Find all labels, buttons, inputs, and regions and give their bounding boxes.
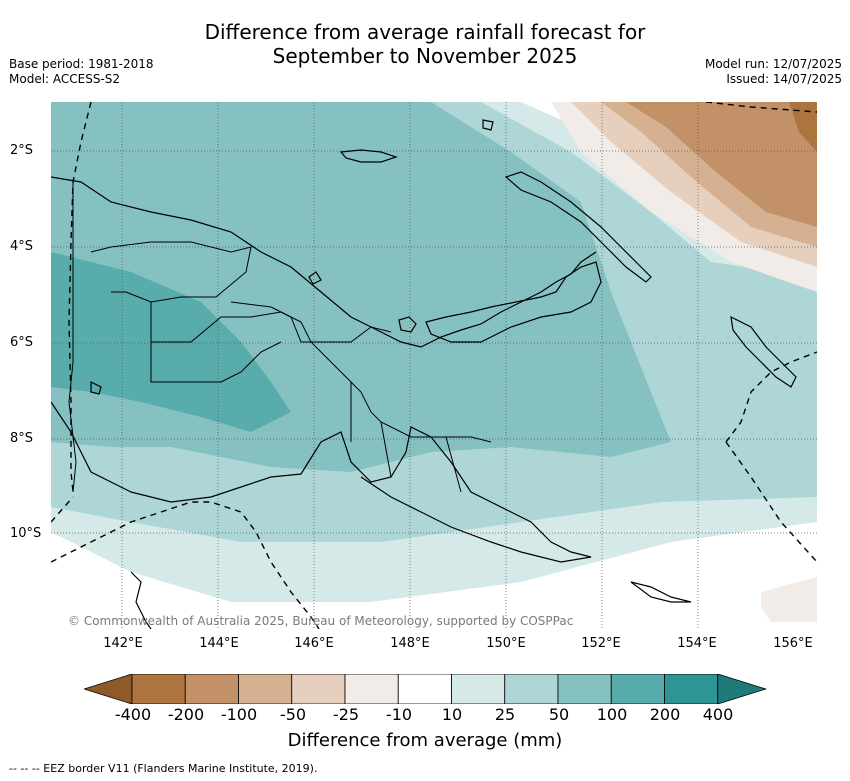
colorbar-tick: 100 [596, 705, 628, 724]
colorbar-tick: -100 [220, 705, 258, 724]
rainfall-map [51, 102, 817, 629]
colorbar-tick: -25 [332, 705, 360, 724]
coastlines [51, 119, 797, 629]
band-minus-100-200 [626, 102, 817, 227]
map-title: Difference from average rainfall forecas… [0, 20, 850, 68]
title-line-2: September to November 2025 [272, 44, 578, 68]
title-line-1: Difference from average rainfall forecas… [204, 20, 646, 44]
colorbar-cell [610, 674, 665, 704]
issued-text: Issued: 14/07/2025 [726, 72, 842, 86]
colorbar-cell [557, 674, 612, 704]
base-period-text: Base period: 1981-2018 [9, 57, 154, 71]
metadata-left: Base period: 1981-2018 Model: ACCESS-S2 [9, 57, 154, 87]
colorbar-tick: 25 [494, 705, 516, 724]
colorbar-cell [238, 674, 293, 704]
colorbar-tick: 50 [548, 705, 570, 724]
lon-label-156e: 156°E [773, 636, 813, 651]
band-minus-200-400 [789, 102, 817, 152]
colorbar-extend-high [717, 674, 768, 704]
lon-label-154e: 154°E [677, 636, 717, 651]
colorbar-cell [131, 674, 186, 704]
colorbar-extend-low [84, 674, 133, 704]
lat-label-4s: 4°S [10, 239, 34, 254]
colorbar-cell [291, 674, 346, 704]
colorbar-tick: 200 [649, 705, 681, 724]
colorbar-tick: 400 [702, 705, 734, 724]
lat-label-6s: 6°S [10, 335, 34, 350]
lon-label-152e: 152°E [581, 636, 621, 651]
lon-label-144e: 144°E [199, 636, 239, 651]
lat-label-2s: 2°S [10, 143, 34, 158]
colorbar [84, 674, 768, 704]
colorbar-tick: -50 [279, 705, 307, 724]
colorbar-cell [504, 674, 559, 704]
colorbar-cell [397, 674, 452, 704]
map-canvas [51, 102, 817, 629]
colorbar-label: Difference from average (mm) [287, 730, 563, 751]
colorbar-cell [664, 674, 719, 704]
province-borders [68, 180, 492, 493]
colorbar-tick: -200 [167, 705, 205, 724]
colorbar-tick: 10 [441, 705, 463, 724]
lon-label-146e: 146°E [294, 636, 334, 651]
model-run-text: Model run: 12/07/2025 [704, 57, 842, 71]
eez-borders [51, 102, 817, 629]
lat-label-10s: 10°S [10, 526, 42, 541]
lon-label-150e: 150°E [486, 636, 526, 651]
colorbar-tick: -10 [385, 705, 413, 724]
colorbar-cell [451, 674, 506, 704]
model-text: Model: ACCESS-S2 [9, 72, 121, 86]
colorbar-tick: -400 [114, 705, 152, 724]
colorbar-cell [344, 674, 399, 704]
lon-label-142e: 142°E [103, 636, 143, 651]
dry-patch [761, 577, 817, 622]
colorbar-cell [184, 674, 239, 704]
graticule [51, 102, 817, 629]
eez-footnote: -- -- -- EEZ border V11 (Flanders Marine… [9, 762, 318, 775]
copyright-notice: © Commonwealth of Australia 2025, Bureau… [68, 614, 574, 628]
metadata-right: Model run: 12/07/2025 Issued: 14/07/2025 [705, 57, 842, 87]
lon-label-148e: 148°E [390, 636, 430, 651]
lat-label-8s: 8°S [10, 431, 34, 446]
